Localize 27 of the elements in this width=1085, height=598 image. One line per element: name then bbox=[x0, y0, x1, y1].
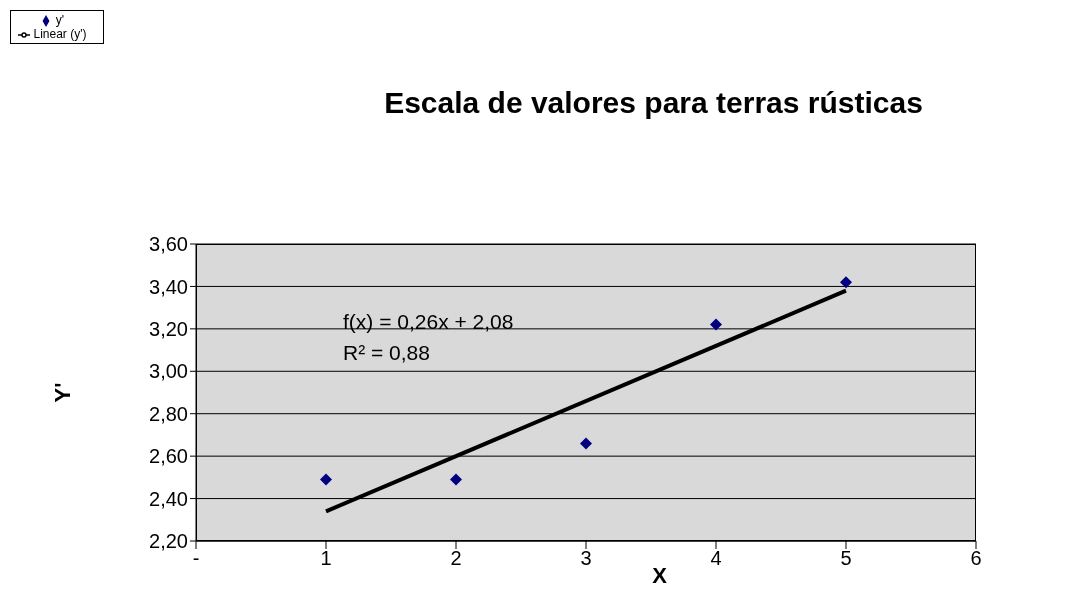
y-axis-title: Y' bbox=[49, 382, 75, 403]
point bbox=[450, 473, 462, 486]
y-tick-label: 3,00 bbox=[149, 360, 188, 383]
x-tick-label: 4 bbox=[710, 547, 722, 570]
annotation: R² = 0,88 bbox=[343, 340, 431, 366]
y-tick-label: 3,20 bbox=[149, 317, 188, 340]
y-tick-label: 3,40 bbox=[149, 275, 188, 298]
point bbox=[710, 318, 722, 331]
y-tick-label: 2,80 bbox=[149, 402, 188, 425]
x-tick-label: 5 bbox=[840, 547, 852, 570]
x-axis-title: X bbox=[652, 563, 667, 589]
point bbox=[320, 473, 332, 486]
x-tick-label: - bbox=[192, 547, 200, 570]
y-tick-label: 2,20 bbox=[149, 530, 188, 553]
point bbox=[840, 276, 852, 289]
point bbox=[580, 437, 592, 450]
x-tick-label: 3 bbox=[580, 547, 592, 570]
y-tick-label: 2,60 bbox=[149, 445, 188, 468]
y-tick-label: 3,60 bbox=[149, 233, 188, 256]
x-tick-label: 1 bbox=[320, 547, 332, 570]
x-tick-label: 2 bbox=[450, 547, 462, 570]
legend-label: Linear (y') bbox=[33, 27, 87, 41]
x-tick-label: 6 bbox=[970, 547, 982, 570]
legend-label: y' bbox=[55, 13, 65, 27]
y-tick-label: 2,40 bbox=[149, 487, 188, 510]
chart-title: Escala de valores para terras rústicas bbox=[383, 86, 924, 120]
annotation: f(x) = 0,26x + 2,08 bbox=[343, 309, 514, 335]
